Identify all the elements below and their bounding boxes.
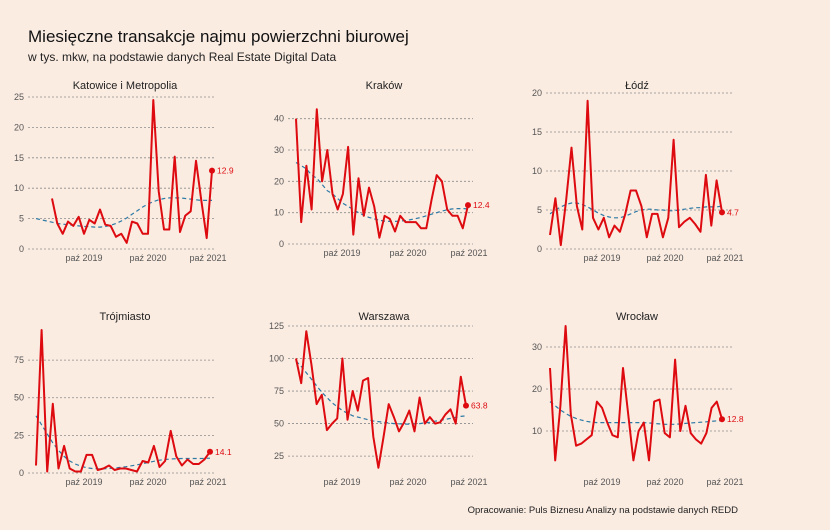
trend-line bbox=[35, 415, 211, 470]
y-tick-label: 25 bbox=[274, 451, 284, 461]
x-tick-label: paź 2021 bbox=[450, 248, 487, 258]
x-tick-label: paź 2020 bbox=[389, 248, 426, 258]
y-tick-label: 100 bbox=[269, 354, 284, 364]
y-tick-label: 25 bbox=[14, 430, 24, 440]
x-tick-label: paź 2021 bbox=[706, 477, 743, 487]
trend-line bbox=[295, 360, 467, 425]
last-value-label: 4.7 bbox=[727, 207, 739, 217]
panel-title: Katowice i Metropolia bbox=[73, 80, 178, 92]
trend-line bbox=[549, 202, 723, 219]
y-tick-label: 5 bbox=[537, 205, 542, 215]
y-tick-label: 75 bbox=[14, 355, 24, 365]
series-line bbox=[51, 99, 213, 244]
y-tick-label: 10 bbox=[274, 208, 284, 218]
y-tick-label: 15 bbox=[14, 153, 24, 163]
panel-title: Warszawa bbox=[359, 311, 411, 323]
y-tick-label: 10 bbox=[532, 166, 542, 176]
y-tick-label: 20 bbox=[532, 88, 542, 98]
y-tick-label: 5 bbox=[19, 214, 24, 224]
last-value-label: 12.9 bbox=[217, 166, 234, 176]
x-tick-label: paź 2021 bbox=[706, 253, 743, 263]
x-tick-label: paź 2019 bbox=[65, 477, 102, 487]
last-point bbox=[465, 202, 471, 209]
y-tick-label: 0 bbox=[19, 244, 24, 254]
last-value-label: 12.4 bbox=[473, 200, 490, 210]
chart-subtitle: w tys. mkw, na podstawie danych Real Est… bbox=[28, 50, 337, 64]
x-tick-label: paź 2020 bbox=[646, 477, 683, 487]
chart-title: Miesięczne transakcje najmu powierzchni … bbox=[28, 27, 409, 46]
x-tick-label: paź 2019 bbox=[65, 253, 102, 263]
y-tick-label: 50 bbox=[274, 419, 284, 429]
last-point bbox=[463, 402, 469, 409]
y-tick-label: 10 bbox=[532, 426, 542, 436]
last-value-label: 14.1 bbox=[215, 447, 232, 457]
series-line bbox=[549, 99, 723, 247]
x-tick-label: paź 2020 bbox=[646, 253, 683, 263]
x-tick-label: paź 2019 bbox=[583, 477, 620, 487]
last-value-label: 12.8 bbox=[727, 414, 744, 424]
y-tick-label: 30 bbox=[532, 342, 542, 352]
x-tick-label: paź 2021 bbox=[189, 253, 226, 263]
trend-line bbox=[35, 197, 212, 228]
panel-title: Kraków bbox=[366, 80, 403, 92]
y-tick-label: 10 bbox=[14, 183, 24, 193]
y-tick-label: 20 bbox=[274, 176, 284, 186]
x-tick-label: paź 2019 bbox=[323, 477, 360, 487]
panel-6: Wrocław 10 20 30 paź 2019 paź 2020 paź 2021 12.… bbox=[532, 311, 744, 487]
last-point bbox=[719, 209, 725, 216]
x-tick-label: paź 2020 bbox=[389, 477, 426, 487]
last-value-label: 63.8 bbox=[471, 401, 488, 411]
series-line bbox=[295, 108, 469, 239]
source-note: Opracowanie: Puls Biznesu Analizy na pod… bbox=[467, 505, 738, 516]
series-line bbox=[549, 325, 723, 462]
last-point bbox=[207, 448, 213, 455]
x-tick-label: paź 2019 bbox=[583, 253, 620, 263]
last-point bbox=[719, 416, 725, 423]
trend-line bbox=[549, 401, 723, 425]
y-tick-label: 20 bbox=[532, 384, 542, 394]
trend-line bbox=[295, 161, 469, 222]
panel-2: Kraków 0 10 20 30 40 paź 2019 paź 2020 paź 2021 1… bbox=[274, 80, 490, 258]
last-point bbox=[209, 167, 215, 174]
x-tick-label: paź 2019 bbox=[323, 248, 360, 258]
y-tick-label: 75 bbox=[274, 386, 284, 396]
x-tick-label: paź 2020 bbox=[129, 253, 166, 263]
y-tick-label: 125 bbox=[269, 321, 284, 331]
y-tick-label: 15 bbox=[532, 127, 542, 137]
y-tick-label: 25 bbox=[14, 92, 24, 102]
y-tick-label: 40 bbox=[274, 114, 284, 124]
series-line bbox=[35, 329, 211, 473]
x-tick-label: paź 2021 bbox=[189, 477, 226, 487]
x-tick-label: paź 2021 bbox=[450, 477, 487, 487]
panel-3: Łódź 0 5 10 15 20 paź 2019 paź 2020 paź 2021 4.7 bbox=[532, 80, 744, 263]
y-tick-label: 20 bbox=[14, 122, 24, 132]
y-tick-label: 30 bbox=[274, 145, 284, 155]
y-tick-label: 0 bbox=[279, 239, 284, 249]
panel-title: Trójmiasto bbox=[100, 311, 151, 323]
panel-5: Warszawa 25 50 75 100 125 paź 2019 paź 2020 paź … bbox=[269, 311, 488, 487]
y-tick-label: 0 bbox=[537, 244, 542, 254]
y-tick-label: 0 bbox=[19, 468, 24, 478]
panel-title: Wrocław bbox=[616, 311, 658, 323]
y-tick-label: 50 bbox=[14, 393, 24, 403]
x-tick-label: paź 2020 bbox=[129, 477, 166, 487]
series-line bbox=[295, 330, 467, 469]
panel-4: Trójmiasto 0 25 50 75 paź 2019 paź 2020 paź 202… bbox=[14, 311, 232, 487]
panel-title: Łódź bbox=[625, 80, 649, 92]
panel-1: Katowice i Metropolia 0 5 10 15 20 25 paź 2019 p… bbox=[14, 80, 234, 263]
